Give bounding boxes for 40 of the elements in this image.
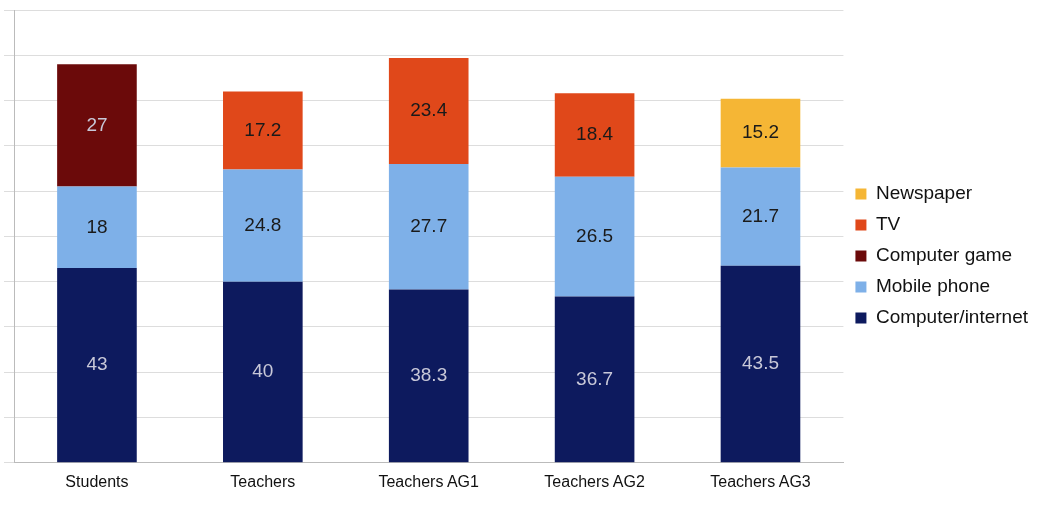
data-label: 26.5 [576, 224, 614, 246]
x-tick-label: Teachers AG3 [710, 472, 811, 490]
data-label: 24.8 [244, 213, 282, 235]
bar [223, 91, 303, 170]
bar [388, 163, 469, 290]
bar [720, 98, 801, 168]
x-tick-label: Teachers [230, 472, 296, 490]
bar [223, 281, 303, 463]
bar [223, 169, 303, 282]
x-tick-label: Teachers AG1 [378, 472, 480, 490]
data-label: 18.4 [576, 123, 614, 145]
x-tick-label: Students [65, 472, 129, 490]
x-tick-label: Teachers AG2 [544, 472, 645, 490]
bar [57, 64, 137, 187]
data-label: 21.7 [741, 204, 779, 226]
legend-label: Computer/internet [875, 306, 1029, 328]
bar [388, 289, 469, 463]
data-label: 27 [86, 113, 108, 135]
data-label: 23.4 [410, 99, 448, 121]
legend-label: Computer game [875, 244, 1013, 266]
bar [720, 167, 801, 266]
data-label: 40 [252, 360, 274, 382]
bar [554, 93, 635, 177]
data-label: 38.3 [410, 364, 448, 386]
bar [554, 176, 635, 297]
data-label: 15.2 [741, 121, 779, 143]
data-label: 18 [86, 215, 108, 237]
data-label: 36.7 [576, 367, 614, 389]
bar [57, 268, 137, 463]
legend-label: Mobile phone [875, 275, 991, 297]
bar [388, 58, 469, 164]
bar [720, 265, 801, 463]
bar [57, 186, 137, 269]
legend-label: TV [875, 213, 901, 235]
legend-label: Newspaper [875, 182, 973, 204]
data-label: 43.5 [741, 352, 779, 374]
data-label: 43 [86, 353, 108, 375]
bar [554, 296, 635, 463]
data-label: 27.7 [410, 214, 448, 236]
data-label: 17.2 [244, 118, 282, 140]
